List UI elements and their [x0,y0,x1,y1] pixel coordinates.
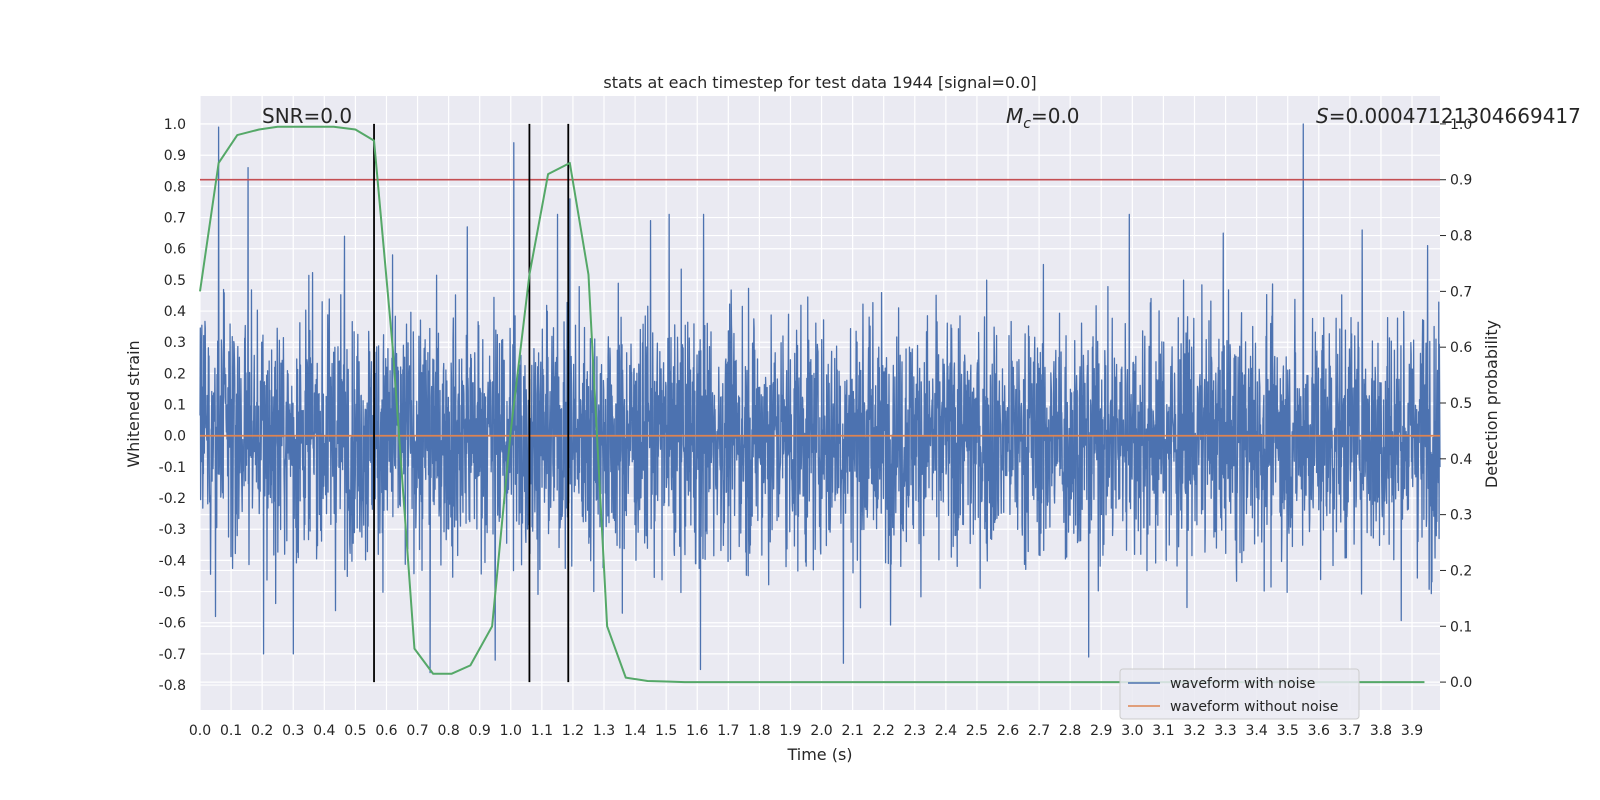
x-tick-label: 3.9 [1401,723,1423,739]
x-tick-label: 1.9 [779,723,801,739]
s-annotation: S=0.00047121304669417 [1316,104,1581,128]
legend: waveform with noise waveform without noi… [1119,668,1360,720]
x-tick-label: 2.5 [966,723,988,739]
y2-tick-label: 0.4 [1450,452,1472,468]
y-tick-label: 0.4 [164,304,186,320]
y-tick-label: 0.1 [164,398,186,414]
legend-label-noise: waveform with noise [1170,676,1315,692]
x-tick-label: 1.3 [593,723,615,739]
y-tick-label: -0.4 [159,553,186,569]
x-tick-label: 1.7 [717,723,739,739]
y-tick-label: -0.2 [159,491,186,507]
y2-tick-labels: 0.0 0.1 0.2 0.3 0.4 0.5 0.6 0.7 0.8 0.9 1.0 [1440,117,1472,691]
x-tick-label: 0.4 [313,723,335,739]
mc-value: =0.0 [1031,104,1080,128]
y-tick-label: 0.6 [164,242,186,258]
x-tick-label: 0.9 [469,723,491,739]
x-tick-label: 2.4 [935,723,957,739]
y-tick-label: 0.9 [164,148,186,164]
x-axis-label: Time (s) [786,745,852,764]
y-tick-label: 0.0 [164,429,186,445]
series-waveform-with-noise [199,123,1441,674]
plot-area [199,123,1441,684]
legend-box [1119,668,1360,720]
y2-tick-label: 0.3 [1450,508,1472,524]
x-tick-labels: 0.0 0.1 0.2 0.3 0.4 0.5 0.6 0.7 0.8 0.9 1.0 1.1 1.2 1… [189,723,1423,739]
y-tick-label: 0.2 [164,366,186,382]
x-tick-label: 1.0 [500,723,522,739]
x-tick-label: 3.0 [1121,723,1143,739]
x-tick-label: 2.7 [1028,723,1050,739]
x-tick-label: 0.0 [189,723,211,739]
mc-subscript: c [1023,116,1031,132]
y-axis-label: Whitened strain [124,340,143,467]
y-tick-label: -0.3 [159,522,186,538]
x-tick-label: 3.6 [1308,723,1330,739]
x-tick-label: 0.7 [406,723,428,739]
x-tick-label: 0.5 [344,723,366,739]
y-tick-label: 0.7 [164,211,186,227]
y-tick-label: 0.8 [164,179,186,195]
x-tick-label: 1.2 [562,723,584,739]
x-tick-label: 1.6 [686,723,708,739]
y2-tick-label: 0.7 [1450,284,1472,300]
mc-annotation: Mc=0.0 [1006,104,1080,132]
y-tick-label: 1.0 [164,117,186,133]
y2-tick-label: 0.8 [1450,229,1472,245]
y2-tick-label: 0.1 [1450,619,1472,635]
y-tick-labels: -0.8 -0.7 -0.6 -0.5 -0.4 -0.3 -0.2 -0.1 0.0 0.1 0.… [159,117,186,694]
y-tick-label: -0.8 [159,678,186,694]
y2-tick-label: 0.0 [1450,675,1472,691]
x-tick-label: 3.7 [1339,723,1361,739]
y2-tick-label: 1.0 [1450,117,1472,133]
x-tick-label: 3.4 [1246,723,1268,739]
x-tick-label: 3.5 [1277,723,1299,739]
s-symbol: S [1316,104,1329,128]
x-tick-label: 2.1 [841,723,863,739]
y-tick-label: -0.6 [159,616,186,632]
x-tick-label: 2.8 [1059,723,1081,739]
x-tick-label: 0.6 [375,723,397,739]
s-value: =0.00047121304669417 [1329,104,1581,128]
y-tick-label: -0.5 [159,585,186,601]
x-tick-label: 1.4 [624,723,646,739]
x-tick-label: 3.1 [1152,723,1174,739]
y2-tick-label: 0.9 [1450,173,1472,189]
y-tick-label: 0.5 [164,273,186,289]
mc-symbol: M [1006,104,1023,128]
x-tick-label: 2.0 [810,723,832,739]
y2-tick-label: 0.5 [1450,396,1472,412]
x-tick-label: 0.8 [437,723,459,739]
y-tick-label: -0.1 [159,460,186,476]
y-tick-label: 0.3 [164,335,186,351]
x-tick-label: 0.3 [282,723,304,739]
snr-annotation: SNR=0.0 [262,104,352,128]
y2-tick-label: 0.2 [1450,563,1472,579]
legend-label-clean: waveform without noise [1170,699,1338,715]
x-tick-label: 0.2 [251,723,273,739]
x-tick-label: 2.6 [997,723,1019,739]
y2-tick-label: 0.6 [1450,340,1472,356]
x-tick-label: 2.2 [873,723,895,739]
y2-axis-label: Detection probability [1482,320,1501,488]
y-tick-label: -0.7 [159,647,186,663]
chart-title: stats at each timestep for test data 194… [603,73,1036,92]
x-tick-label: 1.5 [655,723,677,739]
x-tick-label: 1.8 [748,723,770,739]
x-tick-label: 3.2 [1183,723,1205,739]
series-detection-probability [199,125,1425,684]
x-tick-label: 2.3 [904,723,926,739]
x-tick-label: 0.1 [220,723,242,739]
x-tick-label: 3.8 [1370,723,1392,739]
x-tick-label: 2.9 [1090,723,1112,739]
x-tick-label: 1.1 [531,723,553,739]
x-tick-label: 3.3 [1214,723,1236,739]
